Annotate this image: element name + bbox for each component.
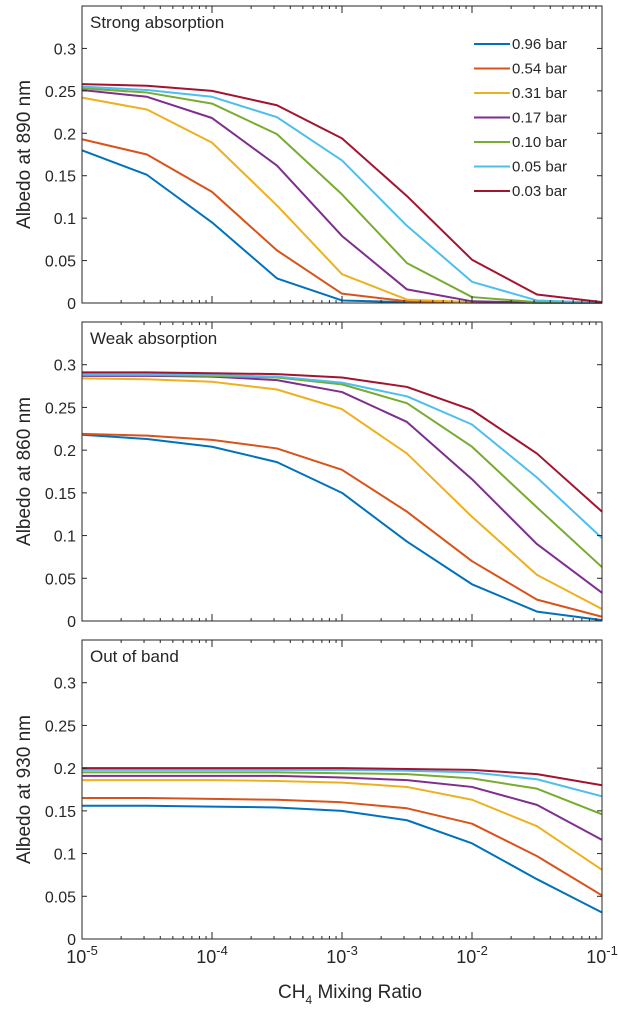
y-tick-label: 0.25 [45, 400, 76, 417]
series-line [82, 804, 603, 914]
y-tick-label: 0.1 [54, 529, 76, 546]
series-line [81, 89, 603, 304]
y-tick-label: 0.05 [45, 254, 76, 271]
series-line [82, 371, 603, 513]
legend-label: 0.17 bar [512, 110, 567, 127]
series-line [82, 768, 603, 798]
panel-title: Out of band [90, 647, 179, 666]
y-tick-label: 0 [67, 932, 76, 949]
x-axis-label-chem: CH [278, 982, 305, 1003]
series-line [82, 797, 603, 897]
series-line [81, 83, 603, 304]
x-axis-label-rest: Mixing Ratio [317, 982, 422, 1003]
x-tick-label: 10-3 [326, 943, 358, 967]
panel-weak-absorption: Albedo at 860 nm Weak absorption 0 0.05 0.… [14, 321, 603, 631]
y-tick-label: 0.3 [54, 676, 76, 693]
y-tick-label: 0.2 [54, 761, 76, 778]
x-tick-label: 10-4 [196, 943, 228, 967]
y-tick-label: 0.25 [45, 718, 76, 735]
legend-label: 0.05 bar [512, 159, 567, 176]
legend-label: 0.54 bar [512, 61, 567, 78]
plot-area [82, 322, 602, 621]
panel-title: Strong absorption [90, 13, 224, 32]
panel-strong-absorption: Albedo at 890 nm Strong absorption 0 0.05… [14, 5, 603, 313]
y-tick-label: 0.15 [45, 804, 76, 821]
series-line [81, 87, 603, 304]
series-line [81, 432, 603, 618]
series-line [81, 85, 603, 304]
y-axis-label: Albedo at 860 nm [14, 397, 35, 546]
legend-label: 0.10 bar [512, 134, 567, 151]
panel-out-of-band: Albedo at 930 nm Out of band 0 0.05 0.1 0.1… [14, 639, 618, 967]
y-tick-label: 0.3 [54, 358, 76, 375]
x-tick-label: 10-1 [586, 943, 618, 967]
panel-title: Weak absorption [90, 329, 217, 348]
y-tick-label: 0.2 [54, 443, 76, 460]
legend: 0.96 bar 0.54 bar 0.31 bar 0.17 bar 0.10 bar… [474, 36, 567, 200]
y-axis-label: Albedo at 890 nm [14, 80, 35, 229]
x-tick-label: 10-5 [66, 943, 98, 967]
series-line [82, 771, 603, 816]
y-tick-label: 0 [67, 296, 76, 313]
y-tick-label: 0.15 [45, 169, 76, 186]
x-axis-label-subscript: 4 [305, 993, 312, 1007]
y-tick-label: 0.2 [54, 126, 76, 143]
y-tick-label: 0.15 [45, 486, 76, 503]
y-tick-label: 0.1 [54, 847, 76, 864]
series-line [81, 433, 603, 622]
legend-label: 0.31 bar [512, 85, 567, 102]
x-tick-label: 10-2 [456, 943, 488, 967]
x-axis-label-text: CH4 Mixing Ratio [278, 982, 422, 1007]
series-line [82, 373, 603, 539]
series-line [82, 774, 603, 841]
y-tick-label: 0.3 [54, 41, 76, 58]
y-axis-label: Albedo at 930 nm [14, 715, 35, 864]
y-tick-label: 0.25 [45, 84, 76, 101]
x-axis-label: CH4 Mixing Ratio [278, 982, 422, 1007]
legend-label: 0.03 bar [512, 183, 567, 200]
legend-label: 0.96 bar [512, 36, 567, 53]
plot-area [82, 640, 602, 939]
series-line [81, 377, 603, 610]
series-line [82, 767, 603, 787]
y-tick-label: 0.05 [45, 571, 76, 588]
y-tick-label: 0.1 [54, 211, 76, 228]
y-tick-label: 0.05 [45, 889, 76, 906]
series-line [82, 779, 603, 871]
y-tick-label: 0 [67, 614, 76, 631]
plot-area [82, 6, 602, 303]
